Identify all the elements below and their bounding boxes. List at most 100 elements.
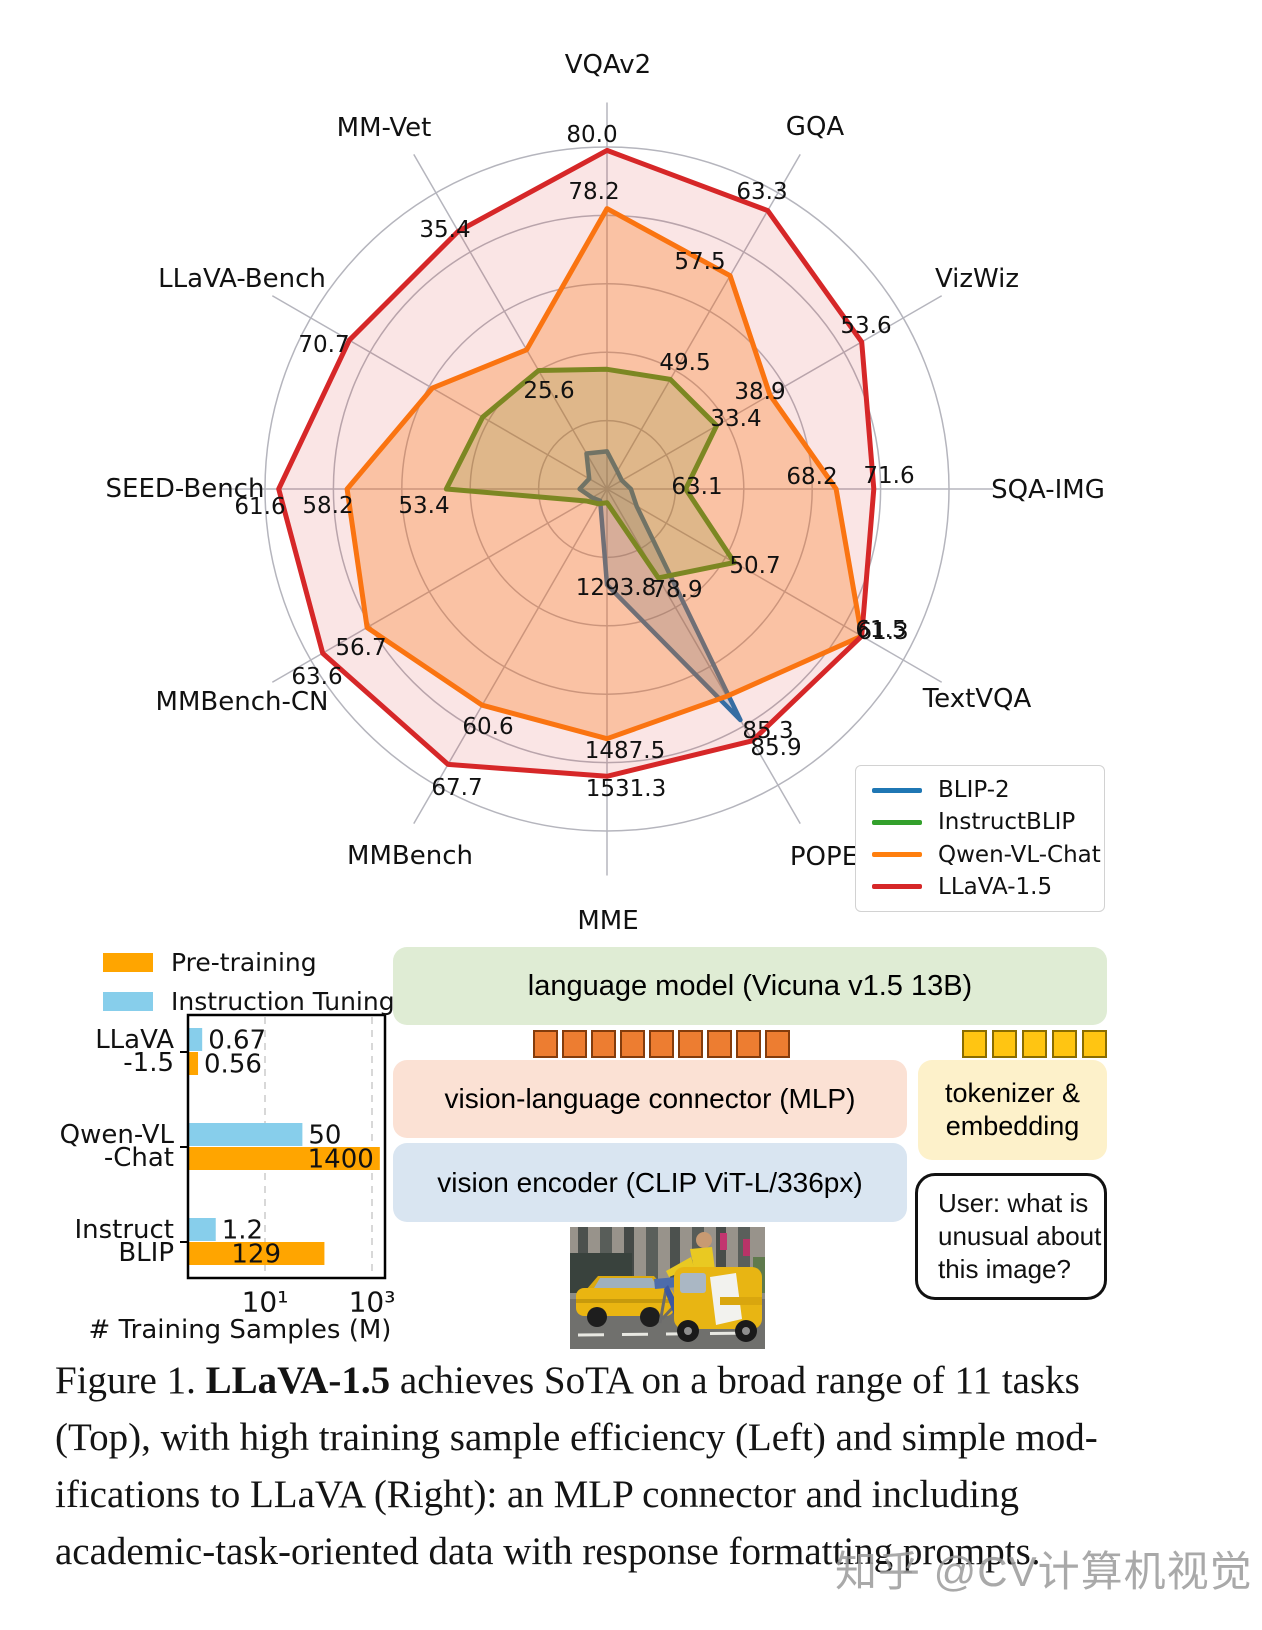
radar-value-label: 60.6 [462,714,513,740]
legend-item-blip2: BLIP-2 [856,777,1104,803]
token-square [1022,1030,1047,1058]
legend-color-swatch [103,992,153,1011]
radar-axis-label: TextVQA [922,684,1032,714]
bar-value-label: 50 [308,1121,341,1151]
bar-group-label: Instruct [74,1215,174,1245]
radar-axis-label: GQA [786,112,845,142]
bar-value-label: 1400 [308,1145,374,1175]
user-prompt-line1: User: what is [938,1188,1089,1218]
bar-plot-frame [186,1013,387,1280]
radar-spoke [606,488,943,683]
caption-line2: (Top), with high training sample efficie… [55,1416,1098,1459]
radar-value-label: 1293.8 [576,575,656,601]
tokenizer-label-line1: tokenizer & [944,1078,1081,1108]
token-square [591,1030,616,1058]
radar-series-LLaVA-1.5 [276,147,877,779]
radar-value-label: 53.6 [840,313,891,339]
bar-x-tick-label: 10³ [349,1286,396,1319]
legend-item-instructblip: InstructBLIP [856,809,1104,835]
bar-value-label: 1.2 [222,1216,263,1246]
radar-value-label: 56.7 [335,635,386,661]
radar-value-label: 80.0 [566,122,617,148]
token-square [1052,1030,1077,1058]
legend-item-llava15: LLaVA-1.5 [856,874,1104,900]
legend-label: Instruction Tuning [171,987,395,1016]
vision-encoder-box: vision encoder (CLIP ViT-L/336px) [393,1143,907,1222]
connector-label: vision-language connector (MLP) [444,1083,856,1114]
bar-group-label: BLIP [118,1238,174,1268]
radar-value-label: 57.5 [674,249,725,275]
token-square [533,1030,558,1058]
radar-spoke [606,488,801,825]
tokenizer-embedding-box: tokenizer & embedding [918,1060,1107,1160]
radar-series-InstructBLIP [443,366,737,581]
legend-color-swatch [103,953,153,972]
radar-axis-label: MME [577,906,638,936]
figure-caption: Figure 1. LLaVA-1.5 achieves SoTA on a b… [55,1352,1220,1580]
vision-token-row [533,1030,790,1058]
radar-spoke [413,488,608,825]
token-square [992,1030,1017,1058]
language-model-label: language model (Vicuna v1.5 13B) [527,969,973,1002]
radar-value-label: 38.9 [734,379,785,405]
bar-value-label: 129 [231,1240,281,1270]
bar-group-label: -1.5 [123,1048,174,1078]
legend-line-swatch [872,787,922,793]
radar-value-label: 85.3 [742,718,793,744]
radar-series-Qwen-VL-Chat [344,206,865,742]
street-photo-art [570,1227,765,1349]
radar-axis-label: SQA-IMG [991,475,1105,505]
radar-value-label: 1531.3 [586,776,666,802]
radar-value-label: 78.9 [651,577,702,603]
watermark: 知乎 @CV计算机视觉 [835,1548,1253,1595]
legend-item-pretraining: Pre-training [103,948,395,977]
radar-value-label: 63.1 [671,474,722,500]
token-square [962,1030,987,1058]
radar-value-label: 33.4 [710,406,761,432]
legend-line-swatch [872,852,922,858]
street-photo [570,1227,765,1349]
radar-spoke [606,295,943,490]
radar-axis-label: MMBench-CN [156,687,329,717]
radar-spoke [413,153,608,490]
user-prompt-bubble: User: what is unusual about this image? [915,1173,1107,1300]
bar-value-label: 0.56 [204,1050,262,1080]
token-square [707,1030,732,1058]
radar-value-label: 63.6 [291,664,342,690]
legend-item-qwenvlchat: Qwen-VL-Chat [856,842,1104,868]
radar-value-label: 53.4 [398,493,449,519]
token-square [649,1030,674,1058]
radar-axis-label: POPE [790,842,858,872]
bar-pre-training [188,1242,325,1265]
user-prompt-line2: unusual about [938,1221,1102,1251]
radar-legend: BLIP-2 InstructBLIP Qwen-VL-Chat LLaVA-1… [855,765,1105,912]
bar-pre-training [188,1147,380,1170]
radar-value-label: 71.6 [863,463,914,489]
radar-value-label: 61.3 [857,619,908,645]
bar-group-label: LLaVA [95,1025,174,1055]
caption-line1-rest: achieves SoTA on a broad range of 11 tas… [390,1359,1080,1402]
radar-value-label: 78.2 [568,179,619,205]
bar-instruction-tuning [188,1123,303,1146]
token-square [562,1030,587,1058]
legend-item-instruction-tuning: Instruction Tuning [103,987,395,1016]
caption-bold-llava15: LLaVA-1.5 [205,1359,391,1402]
text-token-row [962,1030,1107,1058]
bar-group-label: Qwen-VL [60,1120,175,1150]
radar-value-label: 85.9 [750,735,801,761]
caption-line4: academic-task-oriented data with respons… [55,1530,1041,1573]
radar-value-label: 1487.5 [585,738,665,764]
token-square [765,1030,790,1058]
caption-prefix: Figure 1. [55,1359,206,1402]
radar-axis-label: LLaVA-Bench [158,264,326,294]
token-square [1082,1030,1107,1058]
radar-axis-label: SEED-Bench [106,474,265,504]
radar-spoke [271,295,608,490]
radar-value-label: 35.4 [419,217,470,243]
radar-value-label: 50.7 [729,553,780,579]
bar-x-axis-label: # Training Samples (M) [89,1315,392,1345]
token-square [620,1030,645,1058]
radar-axis-label: MM-Vet [337,113,432,143]
token-square [678,1030,703,1058]
legend-label: BLIP-2 [938,777,1010,804]
